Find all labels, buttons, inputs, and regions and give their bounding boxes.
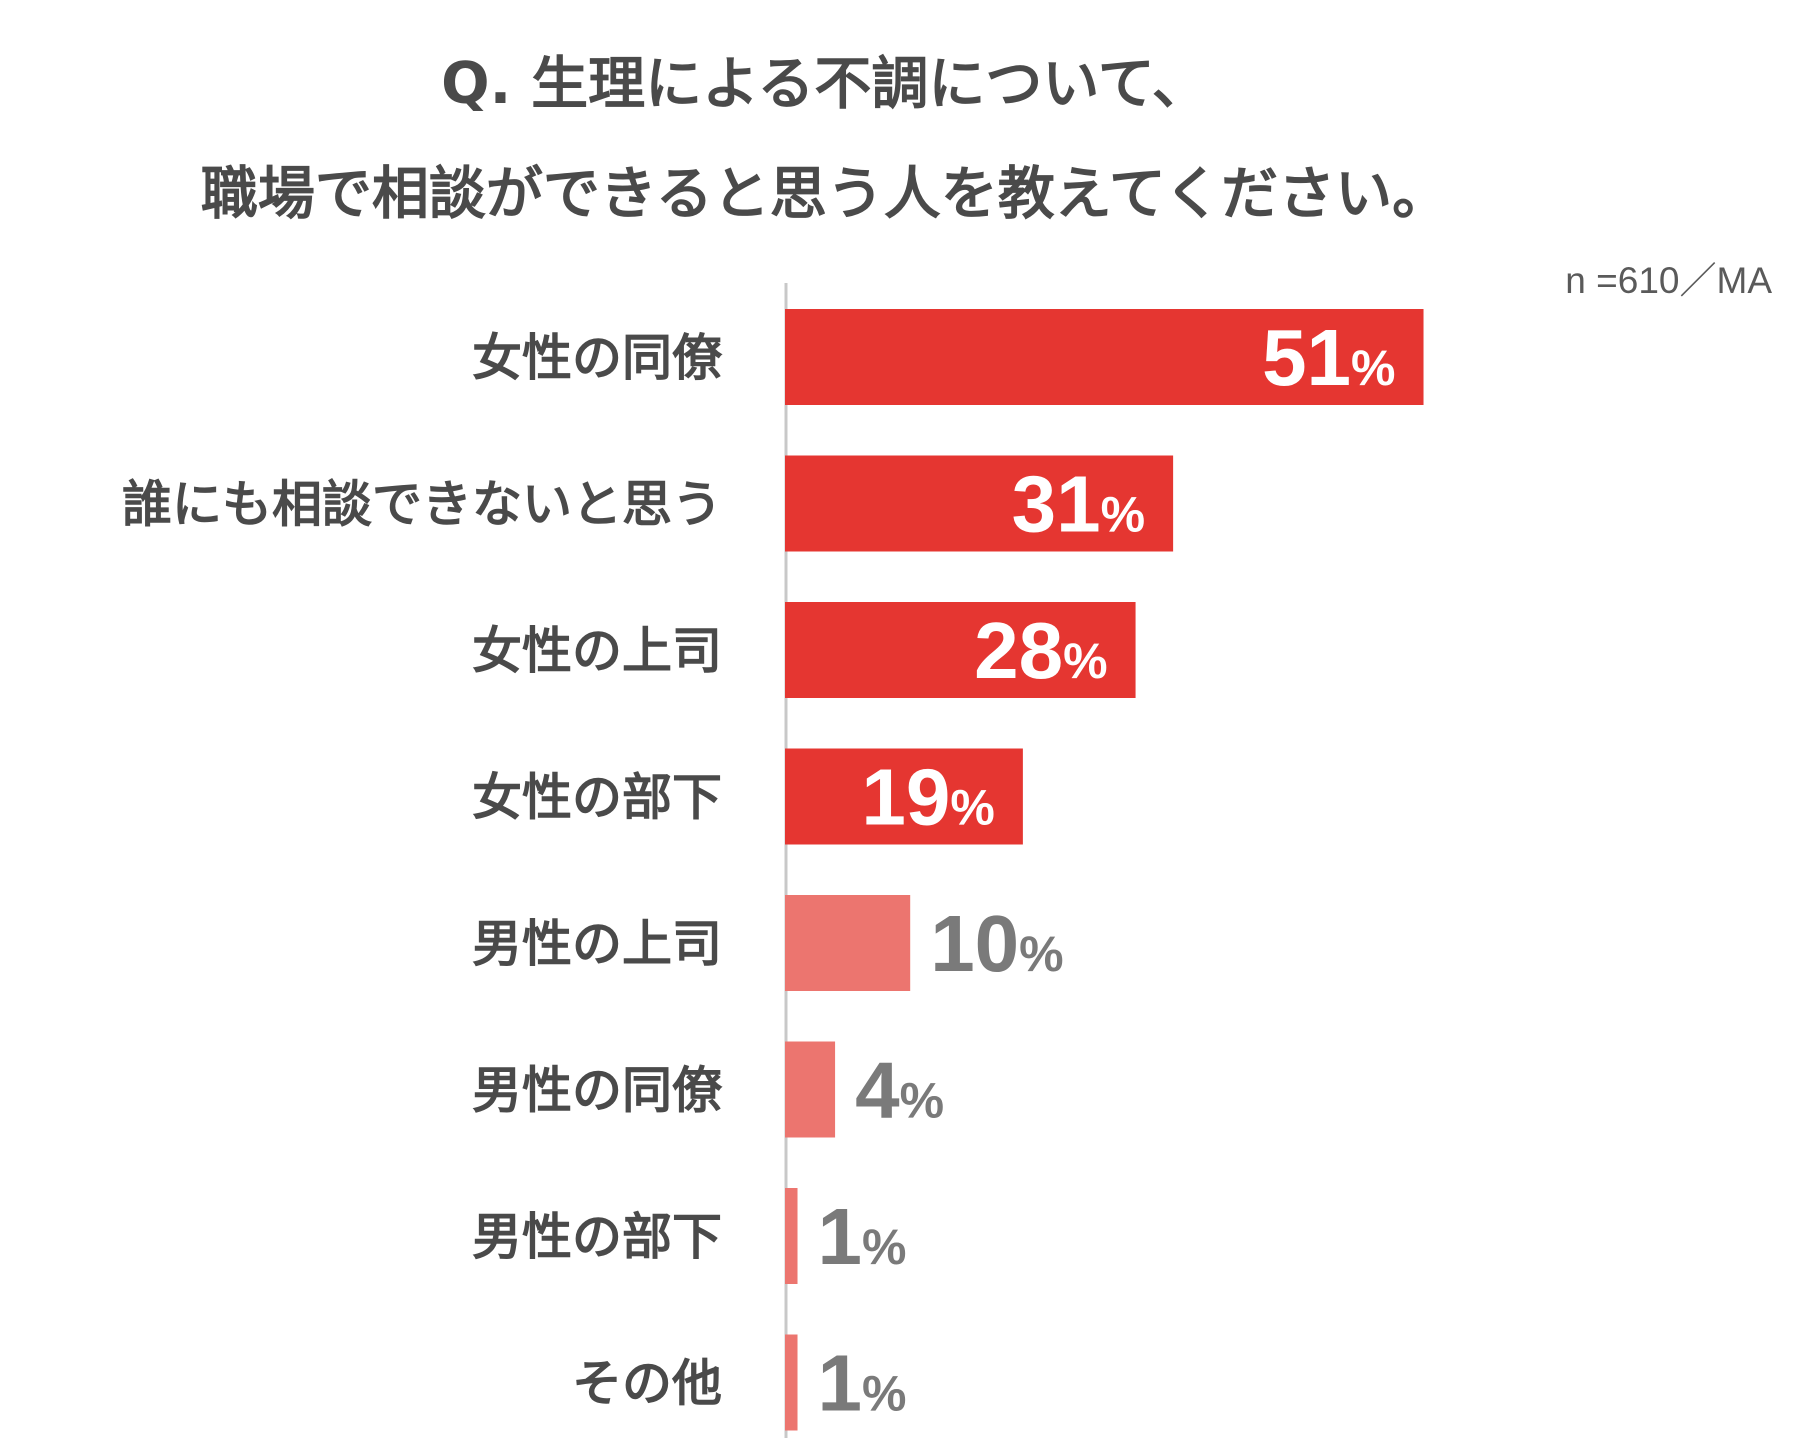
bar bbox=[785, 1041, 836, 1138]
bar bbox=[785, 748, 1023, 845]
bar bbox=[785, 602, 1136, 698]
bar bbox=[785, 309, 1424, 405]
data-label: 1% bbox=[818, 1192, 907, 1281]
data-label: 28% bbox=[974, 606, 1107, 695]
data-label: 10% bbox=[930, 899, 1063, 988]
data-label: 51% bbox=[1262, 313, 1395, 402]
sample-size-note: n =610／MA bbox=[1565, 260, 1772, 301]
category-label: 誰にも相談できないと思う bbox=[122, 476, 722, 534]
bar bbox=[785, 895, 911, 991]
data-label: 4% bbox=[855, 1046, 944, 1135]
category-label: 男性の部下 bbox=[472, 1208, 722, 1266]
category-label: 男性の同僚 bbox=[472, 1062, 723, 1120]
category-label: 女性の上司 bbox=[472, 622, 722, 680]
bar bbox=[785, 455, 1174, 552]
bar bbox=[785, 1188, 798, 1284]
data-label: 31% bbox=[1012, 460, 1145, 549]
data-label: 1% bbox=[818, 1339, 907, 1428]
chart-title-line-2: 職場で相談ができると思う人を教えてください。 bbox=[200, 161, 1450, 227]
category-label: その他 bbox=[572, 1355, 722, 1413]
chart-title-line-1: Q. 生理による不調について、 bbox=[441, 51, 1209, 117]
category-label: 女性の同僚 bbox=[472, 329, 723, 387]
category-label: 女性の部下 bbox=[472, 769, 722, 827]
data-label: 19% bbox=[861, 753, 994, 842]
category-label: 男性の上司 bbox=[472, 915, 722, 973]
bar bbox=[785, 1334, 798, 1431]
